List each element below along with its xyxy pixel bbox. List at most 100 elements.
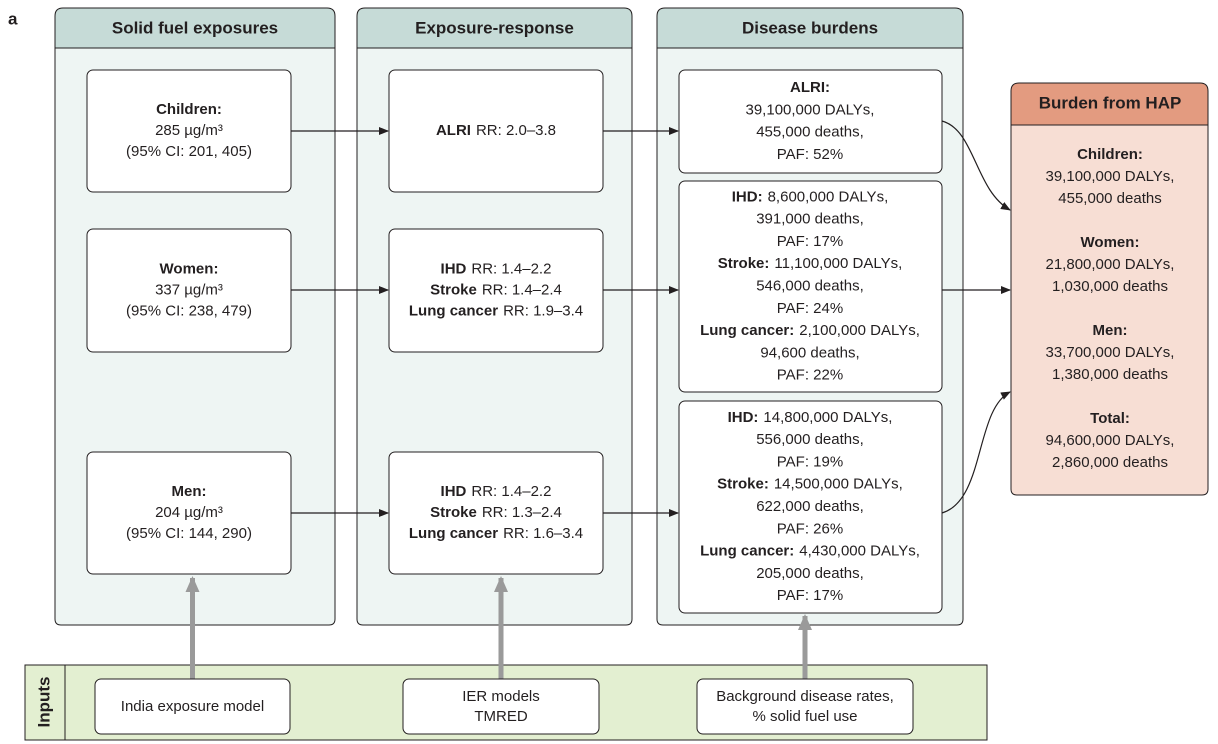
- disease-text-part: 8,600,000 DALYs,: [768, 188, 889, 205]
- response-text-part: RR: 1.6–3.4: [503, 525, 583, 542]
- disease-text: PAF: 24%: [777, 300, 843, 317]
- disease-text-part: 622,000 deaths,: [756, 498, 864, 515]
- disease-text-part: IHD:: [732, 188, 763, 205]
- arrow: [941, 120, 1011, 211]
- disease-text: 391,000 deaths,: [756, 211, 864, 228]
- exposure-text: 204 µg/m³: [155, 504, 223, 521]
- disease-text: Lung cancer: 4,430,000 DALYs,: [700, 543, 920, 560]
- exposure-text: Men:: [172, 483, 207, 500]
- response-text: IHD RR: 1.4–2.2: [441, 260, 552, 277]
- disease-text-part: 14,500,000 DALYs,: [774, 476, 903, 493]
- exposure-text: (95% CI: 144, 290): [126, 525, 252, 542]
- hap-text: 1,380,000 deaths: [1052, 366, 1168, 383]
- exposure-text-part: Children:: [156, 101, 222, 118]
- exposure-text-part: 204 µg/m³: [155, 504, 223, 521]
- disease-text-part: Stroke:: [718, 255, 770, 272]
- disease-text-part: PAF: 22%: [777, 367, 843, 384]
- disease-text: IHD: 8,600,000 DALYs,: [732, 188, 888, 205]
- response-text-part: IHD: [441, 260, 467, 277]
- exposure-text: (95% CI: 238, 479): [126, 302, 252, 319]
- column-title: Disease burdens: [742, 18, 878, 37]
- column-header: [356, 7, 633, 49]
- column-title: Solid fuel exposures: [112, 18, 278, 37]
- response-text-part: Lung cancer: [409, 525, 498, 542]
- panel-label: a: [8, 9, 18, 28]
- disease-text: PAF: 17%: [777, 233, 843, 250]
- response-text: IHD RR: 1.4–2.2: [441, 483, 552, 500]
- hap-text-part: 21,800,000 DALYs,: [1046, 256, 1175, 273]
- column-title: Exposure-response: [415, 18, 574, 37]
- input-box: [402, 678, 600, 735]
- exposure-text-part: Men:: [172, 483, 207, 500]
- hap-text-part: Men:: [1093, 322, 1128, 339]
- disease-text-part: 14,800,000 DALYs,: [763, 409, 892, 426]
- exposure-text-part: (95% CI: 201, 405): [126, 143, 252, 160]
- exposure-text-part: (95% CI: 144, 290): [126, 525, 252, 542]
- hap-text-part: Women:: [1081, 234, 1140, 251]
- input-text: Background disease rates,: [716, 688, 894, 705]
- exposure-text-part: Women:: [160, 260, 219, 277]
- exposure-text-part: 337 µg/m³: [155, 281, 223, 298]
- response-text-part: RR: 1.4–2.2: [471, 483, 551, 500]
- exposure-text: Women:: [160, 260, 219, 277]
- hap-text: 2,860,000 deaths: [1052, 454, 1168, 471]
- disease-text-part: PAF: 19%: [777, 453, 843, 470]
- exposure-box: [86, 451, 292, 575]
- exposure-text: 337 µg/m³: [155, 281, 223, 298]
- disease-text: 205,000 deaths,: [756, 565, 864, 582]
- response-box: [388, 228, 604, 353]
- hap-text: Children:: [1077, 146, 1143, 163]
- disease-text-part: 39,100,000 DALYs,: [746, 101, 875, 118]
- response-text-part: RR: 2.0–3.8: [476, 122, 556, 139]
- response-text-part: Stroke: [430, 504, 477, 521]
- response-text-part: IHD: [441, 483, 467, 500]
- disease-text-part: PAF: 24%: [777, 300, 843, 317]
- hap-text-part: Children:: [1077, 146, 1143, 163]
- disease-text-part: Lung cancer:: [700, 543, 794, 560]
- input-text: India exposure model: [121, 698, 264, 715]
- hap-text-part: 1,030,000 deaths: [1052, 278, 1168, 295]
- inputs-label: Inputs: [34, 677, 53, 728]
- disease-text-part: PAF: 17%: [777, 587, 843, 604]
- response-text: Lung cancer RR: 1.6–3.4: [409, 525, 583, 542]
- exposure-text: 285 µg/m³: [155, 122, 223, 139]
- hap-text: 455,000 deaths: [1058, 190, 1161, 207]
- disease-text-part: 391,000 deaths,: [756, 211, 864, 228]
- exposure-text: Children:: [156, 101, 222, 118]
- input-text-part: India exposure model: [121, 698, 264, 715]
- disease-box: [678, 69, 943, 174]
- hap-text: Men:: [1093, 322, 1128, 339]
- response-text-part: Lung cancer: [409, 302, 498, 319]
- input-text: TMRED: [474, 708, 527, 725]
- response-text-part: RR: 1.9–3.4: [503, 302, 583, 319]
- response-text-part: RR: 1.4–2.4: [482, 281, 562, 298]
- disease-text: Stroke: 11,100,000 DALYs,: [718, 255, 903, 272]
- column-header: [656, 7, 964, 49]
- exposure-box: [86, 69, 292, 193]
- hap-text: 1,030,000 deaths: [1052, 278, 1168, 295]
- disease-text: 94,600 deaths,: [760, 344, 859, 361]
- disease-text: Lung cancer: 2,100,000 DALYs,: [700, 322, 920, 339]
- input-box: [94, 678, 291, 735]
- hap-panel-body: [1010, 124, 1209, 496]
- response-text-part: Stroke: [430, 281, 477, 298]
- hap-text-part: 94,600,000 DALYs,: [1046, 432, 1175, 449]
- hap-title: Burden from HAP: [1039, 93, 1182, 112]
- disease-box: [678, 400, 943, 614]
- hap-text: 94,600,000 DALYs,: [1046, 432, 1175, 449]
- response-text-part: ALRI: [436, 122, 471, 139]
- input-text-part: Background disease rates,: [716, 688, 894, 705]
- disease-text-part: PAF: 52%: [777, 146, 843, 163]
- disease-text-part: 546,000 deaths,: [756, 277, 864, 294]
- disease-text-part: PAF: 26%: [777, 520, 843, 537]
- input-text-part: IER models: [462, 688, 540, 705]
- input-text-part: TMRED: [474, 708, 527, 725]
- hap-text-part: 455,000 deaths: [1058, 190, 1161, 207]
- disease-box: [678, 180, 943, 393]
- input-text: % solid fuel use: [752, 708, 857, 725]
- disease-text: 455,000 deaths,: [756, 124, 864, 141]
- disease-text-part: 455,000 deaths,: [756, 124, 864, 141]
- exposure-text-part: (95% CI: 238, 479): [126, 302, 252, 319]
- hap-text: Women:: [1081, 234, 1140, 251]
